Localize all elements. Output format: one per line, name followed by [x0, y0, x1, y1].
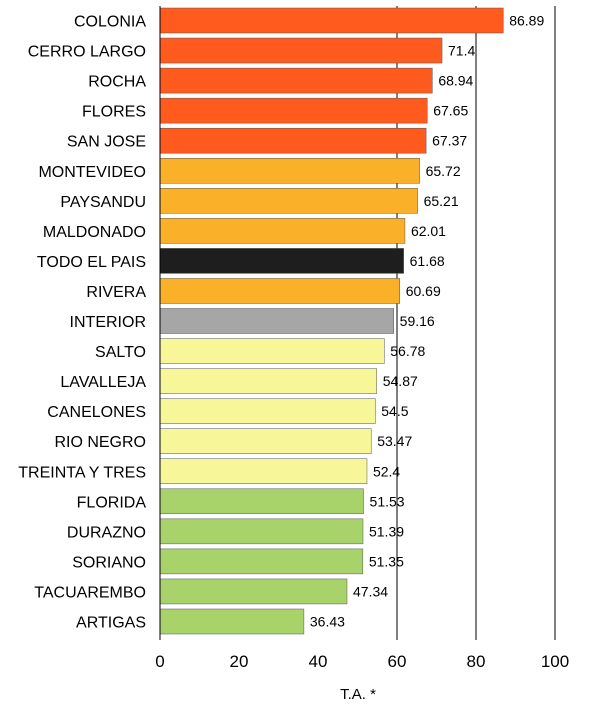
- category-label: TREINTA Y TRES: [18, 464, 146, 481]
- value-label: 62.01: [411, 223, 446, 239]
- bar-colonia: [159, 7, 504, 34]
- value-label: 68.94: [438, 73, 473, 89]
- bar-durazno: [159, 518, 364, 545]
- value-label: 67.37: [432, 133, 467, 149]
- bars: [159, 7, 504, 635]
- value-label: 51.53: [370, 493, 405, 509]
- value-label: 86.89: [509, 13, 544, 29]
- category-label: SALTO: [95, 344, 146, 361]
- x-axis-title: T.A. *: [340, 686, 376, 703]
- value-label: 71.4: [448, 43, 475, 59]
- bar-interior: [159, 308, 394, 334]
- bar-salto: [159, 338, 385, 364]
- value-label: 54.87: [383, 373, 418, 389]
- value-label: 36.43: [310, 614, 345, 630]
- category-label: PAYSANDU: [60, 194, 146, 211]
- x-tick-label: 60: [388, 652, 407, 671]
- value-label: 65.72: [426, 163, 461, 179]
- category-label: INTERIOR: [70, 314, 146, 331]
- value-label: 60.69: [406, 283, 441, 299]
- category-label: MONTEVIDEO: [38, 164, 146, 181]
- value-label: 61.68: [410, 253, 445, 269]
- category-label: ROCHA: [88, 74, 146, 91]
- value-label: 51.39: [369, 523, 404, 539]
- bar-san-jose: [159, 127, 427, 154]
- value-label: 53.47: [377, 433, 412, 449]
- x-tick-label: 80: [467, 652, 486, 671]
- category-label: MALDONADO: [43, 224, 146, 241]
- category-label: ARTIGAS: [76, 615, 146, 632]
- value-label: 52.4: [373, 463, 400, 479]
- category-label: DURAZNO: [67, 524, 146, 541]
- bar-todo-el-pais: [159, 248, 404, 274]
- bar-rio-negro: [159, 428, 372, 454]
- bar-rivera: [159, 278, 400, 304]
- value-label: 47.34: [353, 583, 388, 599]
- bar-cerro-largo: [159, 37, 443, 64]
- bar-tacuarembo: [159, 578, 348, 605]
- category-label: LAVALLEJA: [60, 374, 146, 391]
- category-label: FLORIDA: [77, 494, 147, 511]
- bar-artigas: [159, 608, 305, 635]
- value-label: 67.65: [433, 103, 468, 119]
- bar-flores: [159, 97, 428, 124]
- bar-paysandu: [159, 188, 418, 214]
- bar-soriano: [159, 548, 364, 575]
- category-label: COLONIA: [74, 14, 146, 31]
- category-label: TODO EL PAIS: [37, 254, 146, 271]
- bar-rocha: [159, 67, 433, 94]
- bar-lavalleja: [159, 368, 377, 394]
- x-tick-label: 20: [230, 652, 249, 671]
- x-tick-label: 40: [309, 652, 328, 671]
- bar-maldonado: [159, 218, 406, 244]
- category-label: RIVERA: [86, 284, 146, 301]
- category-label: SAN JOSE: [67, 134, 146, 151]
- value-labels: 86.89 71.4 68.94 67.65 67.37 65.72 65.21 62.01 6…: [310, 13, 545, 630]
- value-label: 54.5: [381, 403, 408, 419]
- bar-florida: [159, 488, 364, 515]
- category-label: RIO NEGRO: [54, 434, 146, 451]
- x-tick-label: 0: [155, 652, 164, 671]
- category-labels: COLONIA CERRO LARGO ROCHA FLORES SAN JOSE MON…: [18, 14, 146, 632]
- category-label: CANELONES: [47, 404, 146, 421]
- category-label: SORIANO: [72, 554, 146, 571]
- bar-treinta-y-tres: [159, 458, 368, 484]
- value-label: 65.21: [424, 193, 459, 209]
- bar-montevideo: [159, 158, 420, 184]
- category-label: TACUAREMBO: [34, 584, 146, 601]
- value-label: 59.16: [400, 313, 435, 329]
- value-label: 56.78: [390, 343, 425, 359]
- x-axis-ticks: 0 20 40 60 80 100: [155, 652, 569, 671]
- bar-canelones: [159, 398, 376, 424]
- value-label: 51.35: [369, 553, 404, 569]
- x-tick-label: 100: [541, 652, 569, 671]
- category-label: CERRO LARGO: [28, 44, 146, 61]
- category-label: FLORES: [82, 104, 146, 121]
